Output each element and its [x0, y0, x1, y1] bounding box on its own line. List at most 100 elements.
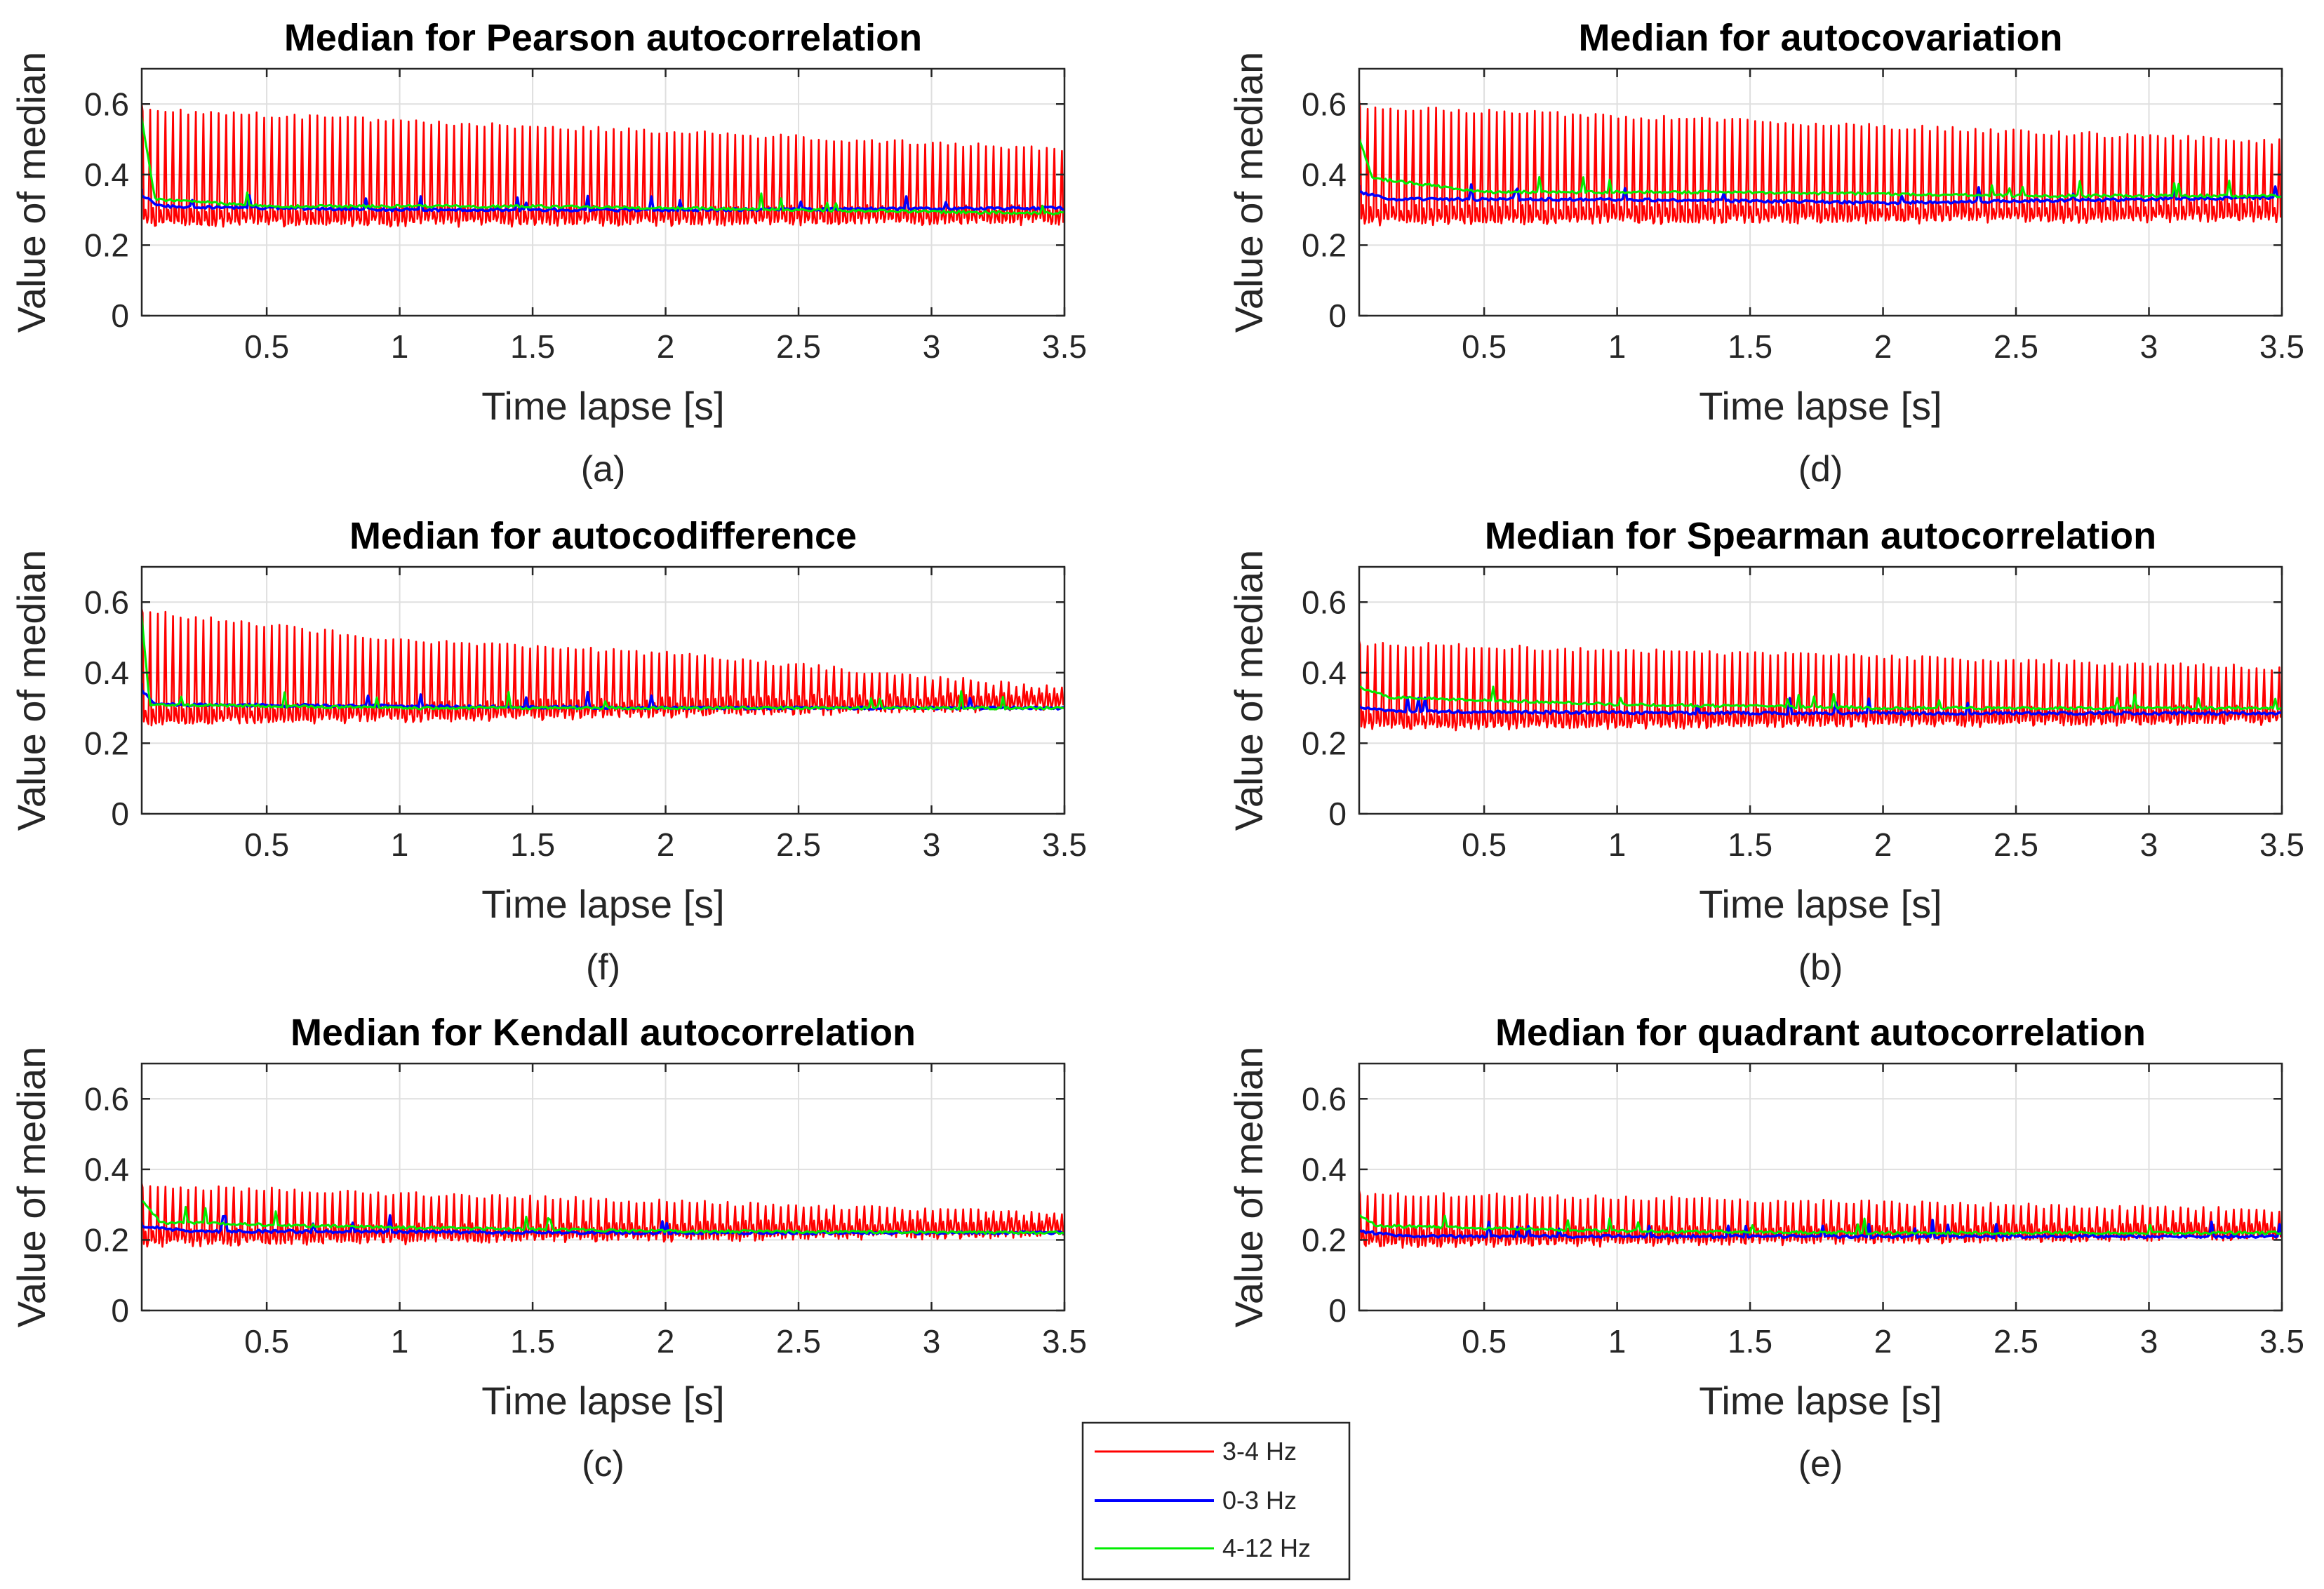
xtick-label-c-6: 3.5 [1042, 1323, 1087, 1360]
xtick-label-e-5: 3 [2140, 1323, 2158, 1360]
ytick-label-f-1: 0.2 [84, 725, 129, 761]
series-a-3-4hz [142, 104, 1064, 228]
xtick-label-c-4: 2.5 [776, 1323, 821, 1360]
x-axis-label-a: Time lapse [s] [481, 384, 724, 428]
xtick-label-b-6: 3.5 [2259, 826, 2304, 863]
xtick-label-b-4: 2.5 [1994, 826, 2038, 863]
ytick-label-c-3: 0.6 [84, 1080, 129, 1117]
xtick-label-e-4: 2.5 [1994, 1323, 2038, 1360]
xtick-label-f-5: 3 [923, 826, 941, 863]
x-axis-label-d: Time lapse [s] [1699, 384, 1942, 428]
xtick-label-a-2: 1.5 [510, 328, 555, 365]
series-b-4-12hz [1359, 683, 2282, 711]
series-c-4-12hz [142, 1199, 1064, 1235]
caption-a: (a) [581, 449, 626, 490]
legend-label-0-3hz: 0-3 Hz [1222, 1486, 1297, 1515]
xtick-label-f-4: 2.5 [776, 826, 821, 863]
xtick-label-f-2: 1.5 [510, 826, 555, 863]
ytick-label-c-0: 0 [111, 1292, 129, 1329]
legend: 3-4 Hz 0-3 Hz 4-12 Hz [1081, 1421, 1351, 1581]
ytick-label-a-0: 0 [111, 297, 129, 334]
xtick-label-b-5: 3 [2140, 826, 2158, 863]
series-c-3-4hz [142, 1183, 1064, 1248]
axes-box-c [140, 1062, 1066, 1312]
xtick-label-f-3: 2 [657, 826, 675, 863]
chart-title-b: Median for Spearman autocorrelation [1485, 515, 2156, 557]
chart-title-f: Median for autocodifference [349, 515, 857, 557]
series-d-0-3hz [1359, 183, 2282, 206]
caption-b: (b) [1798, 947, 1843, 988]
series-a-4-12hz [142, 116, 1064, 216]
axes-box-e [1358, 1062, 2283, 1312]
series-d-3-4hz [1359, 100, 2282, 227]
series-b-0-3hz [1359, 696, 2282, 716]
xtick-label-f-6: 3.5 [1042, 826, 1087, 863]
ytick-label-e-1: 0.2 [1302, 1221, 1347, 1258]
xtick-label-d-1: 1 [1608, 328, 1627, 365]
caption-d: (d) [1798, 449, 1843, 490]
ytick-label-e-3: 0.6 [1302, 1080, 1347, 1117]
series-e-0-3hz [1359, 1219, 2282, 1240]
xtick-label-e-0: 0.5 [1462, 1323, 1507, 1360]
chart-e: 0.5 1 1.5 2 2.5 3 3.5 0 0.2 0.4 0.6 Median for quad… [1227, 1012, 2304, 1484]
chart-f: 0.5 1 1.5 2 2.5 3 3.5 0 0.2 0.4 0.6 Median for auto… [9, 515, 1087, 988]
chart-d: 0.5 1 1.5 2 2.5 3 3.5 0 0.2 0.4 0.6 Median for auto… [1227, 17, 2304, 490]
ytick-label-f-3: 0.6 [84, 584, 129, 620]
x-axis-label-c: Time lapse [s] [481, 1379, 724, 1423]
series-e-4-12hz [1359, 1213, 2282, 1235]
xtick-label-d-6: 3.5 [2259, 328, 2304, 365]
xtick-label-b-2: 1.5 [1728, 826, 1772, 863]
x-axis-label-f: Time lapse [s] [481, 882, 724, 926]
xtick-label-f-1: 1 [391, 826, 409, 863]
caption-e: (e) [1798, 1444, 1843, 1484]
chart-title-d: Median for autocovariation [1578, 17, 2062, 59]
xtick-label-c-1: 1 [391, 1323, 409, 1360]
series-group-d [1359, 100, 2282, 227]
xtick-label-f-0: 0.5 [244, 826, 289, 863]
chart-title-c: Median for Kendall autocorrelation [290, 1012, 916, 1054]
axes-box-f [140, 565, 1066, 815]
x-axis-label-b: Time lapse [s] [1699, 882, 1942, 926]
ytick-label-b-3: 0.6 [1302, 584, 1347, 620]
xtick-label-d-5: 3 [2140, 328, 2158, 365]
xtick-label-d-2: 1.5 [1728, 328, 1772, 365]
xtick-label-c-5: 3 [923, 1323, 941, 1360]
ytick-label-d-2: 0.4 [1302, 156, 1347, 193]
y-axis-label-a: Value of median [9, 52, 53, 333]
xtick-label-a-0: 0.5 [244, 328, 289, 365]
chart-a: 0.5 1 1.5 2 2.5 3 3.5 0 0.2 0.4 0.6 Median for Pear… [9, 17, 1087, 490]
y-axis-label-b: Value of median [1227, 550, 1271, 831]
xtick-label-a-5: 3 [923, 328, 941, 365]
ytick-label-a-1: 0.2 [84, 227, 129, 263]
xtick-label-a-3: 2 [657, 328, 675, 365]
ytick-label-c-2: 0.4 [84, 1151, 129, 1188]
xtick-label-a-1: 1 [391, 328, 409, 365]
xtick-label-a-6: 3.5 [1042, 328, 1087, 365]
xtick-label-e-1: 1 [1608, 1323, 1627, 1360]
axes-box-d [1358, 67, 2283, 317]
ytick-label-b-0: 0 [1328, 796, 1347, 832]
ytick-label-b-2: 0.4 [1302, 655, 1347, 691]
xtick-label-d-0: 0.5 [1462, 328, 1507, 365]
chart-b: 0.5 1 1.5 2 2.5 3 3.5 0 0.2 0.4 0.6 Median for Spea… [1227, 515, 2304, 988]
series-b-3-4hz [1359, 641, 2282, 732]
y-axis-label-e: Value of median [1227, 1047, 1271, 1328]
xtick-label-c-3: 2 [657, 1323, 675, 1360]
xtick-label-a-4: 2.5 [776, 328, 821, 365]
ytick-label-a-3: 0.6 [84, 86, 129, 122]
ytick-label-e-0: 0 [1328, 1292, 1347, 1329]
series-f-4-12hz [142, 615, 1064, 711]
series-group-e [1359, 1190, 2282, 1249]
caption-c: (c) [582, 1444, 625, 1484]
xtick-label-b-3: 2 [1874, 826, 1892, 863]
xtick-label-e-3: 2 [1874, 1323, 1892, 1360]
xtick-label-c-0: 0.5 [244, 1323, 289, 1360]
xtick-label-d-3: 2 [1874, 328, 1892, 365]
y-axis-label-f: Value of median [9, 550, 53, 831]
legend-label-4-12hz: 4-12 Hz [1222, 1534, 1311, 1562]
x-axis-label-e: Time lapse [s] [1699, 1379, 1942, 1423]
ytick-label-d-1: 0.2 [1302, 227, 1347, 263]
ytick-label-f-2: 0.4 [84, 655, 129, 691]
